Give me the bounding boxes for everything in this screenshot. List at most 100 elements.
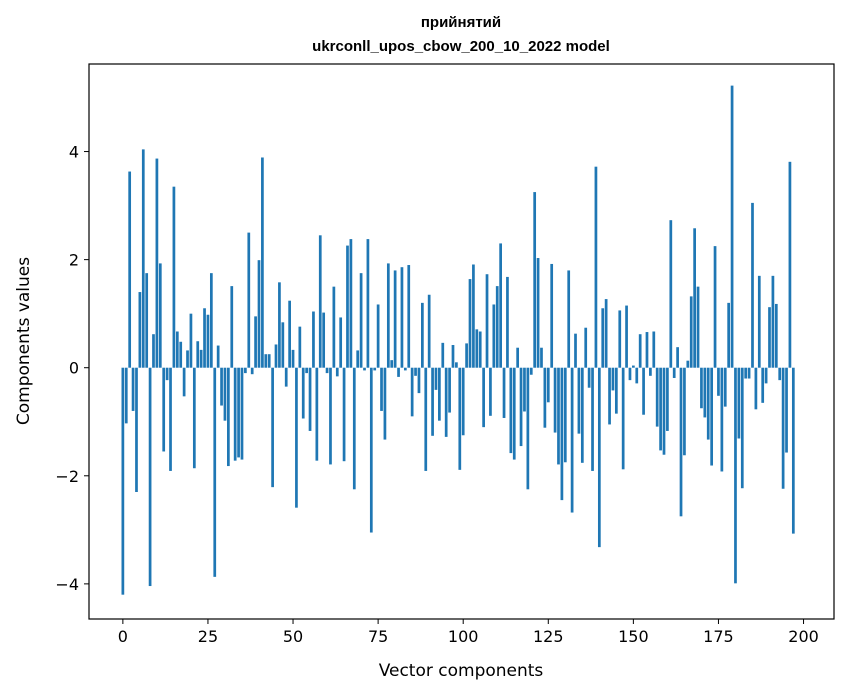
bar [390, 360, 394, 368]
bar [128, 171, 132, 368]
bar [635, 367, 639, 384]
bar [291, 349, 295, 368]
bar [468, 279, 472, 368]
bar [407, 265, 411, 368]
chart-subtitle: ukrconll_upos_cbow_200_10_2022 model [312, 38, 610, 55]
bar [472, 264, 475, 368]
bar [669, 220, 673, 368]
bar [785, 367, 788, 453]
bar [138, 292, 142, 368]
bar [298, 326, 302, 368]
bar [482, 367, 485, 428]
bar [386, 263, 390, 368]
chart-title: прийнятий [421, 14, 501, 31]
x-tick-label: 50 [283, 627, 303, 646]
bar [257, 260, 261, 368]
bar [533, 192, 537, 368]
bar [540, 347, 543, 368]
bar [346, 245, 349, 368]
bar [121, 367, 125, 595]
bar [608, 367, 611, 425]
bar [465, 343, 468, 368]
bar [271, 367, 274, 488]
bar [723, 367, 727, 407]
bar [182, 367, 186, 397]
bar [427, 294, 431, 368]
bar [516, 347, 520, 368]
bar [717, 367, 720, 396]
bar [499, 243, 502, 368]
bar [162, 367, 166, 452]
bar [771, 275, 775, 368]
bar [342, 367, 346, 462]
bar [410, 367, 414, 417]
bar [332, 286, 336, 368]
y-tick-label: 2 [69, 251, 79, 270]
bar [414, 367, 417, 376]
bar [597, 367, 601, 548]
bar [237, 367, 240, 458]
bar [424, 367, 428, 471]
bar [686, 360, 690, 368]
bar [604, 299, 608, 368]
bar [227, 367, 230, 467]
y-axis-label: Components values [14, 257, 34, 425]
bar [376, 304, 380, 368]
bar [295, 367, 298, 508]
bar [591, 367, 594, 471]
bar [373, 367, 377, 371]
bar [335, 367, 339, 377]
bar [737, 367, 741, 439]
bar [614, 367, 618, 414]
bar [580, 367, 584, 463]
bar [574, 333, 577, 368]
bar [529, 367, 533, 375]
x-axis-ticks: 0 25 50 75 100 125 150 175 200 [118, 619, 819, 646]
bar [308, 367, 312, 431]
bar [683, 367, 686, 456]
bar [209, 273, 213, 368]
bar [247, 232, 251, 368]
bar [740, 367, 744, 489]
bar [693, 228, 696, 368]
bar [363, 367, 366, 371]
bar [461, 367, 465, 436]
bar [220, 367, 223, 406]
bar [761, 367, 765, 403]
bar [492, 304, 496, 368]
bar [199, 349, 203, 368]
bar [356, 350, 360, 368]
bar [441, 342, 445, 368]
x-axis-label: Vector components [379, 661, 544, 681]
bar [274, 344, 278, 368]
bar [192, 367, 196, 469]
bar [632, 365, 635, 368]
bar [169, 367, 172, 471]
bar [601, 308, 605, 368]
bar [434, 367, 438, 390]
bar [315, 367, 319, 461]
bar [264, 354, 268, 368]
y-axis-ticks: −4 −2 0 2 4 [55, 143, 89, 594]
bar [369, 367, 373, 533]
bar [700, 367, 703, 409]
bar [584, 327, 588, 368]
bar [318, 235, 322, 368]
bar [730, 85, 734, 368]
bar [710, 367, 714, 466]
bar [506, 276, 509, 368]
bar [696, 286, 700, 368]
bar [339, 317, 343, 368]
bar [645, 332, 649, 368]
x-tick-label: 75 [368, 627, 388, 646]
bar [393, 270, 397, 368]
bar [145, 273, 149, 368]
bar [186, 350, 189, 368]
x-tick-label: 100 [448, 627, 479, 646]
bar [352, 367, 356, 490]
bar [478, 331, 482, 368]
bar [485, 274, 489, 368]
bar [489, 367, 492, 416]
bar [397, 367, 400, 377]
